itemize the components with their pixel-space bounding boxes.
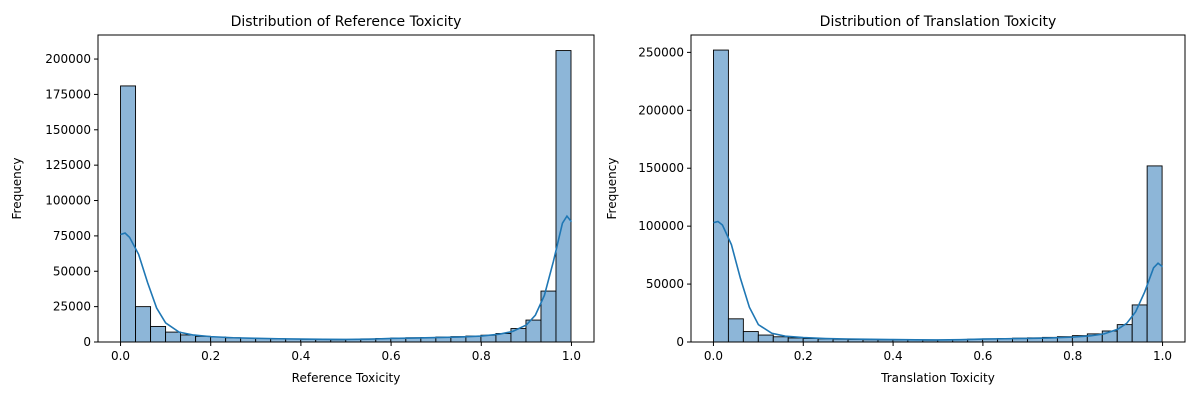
y-tick-label: 200000: [45, 52, 91, 66]
x-tick-label: 0.8: [472, 349, 491, 363]
x-tick-label: 0.2: [794, 349, 813, 363]
histogram-bar: [135, 306, 152, 343]
y-tick-label: 200000: [638, 103, 684, 117]
y-tick-label: 50000: [53, 264, 91, 278]
y-tick-label: 100000: [638, 219, 684, 233]
chart-panel-reference: 0.0 0.2 0.4 0.6 0.8 1.0 0 25000 50000 75000 100000…: [10, 14, 595, 385]
histogram-bar: [727, 318, 744, 343]
chart-title: Distribution of Reference Toxicity: [231, 14, 462, 30]
kde-line: [713, 220, 1164, 341]
histogram-bar: [787, 337, 804, 343]
histogram-bar: [1146, 165, 1163, 343]
histogram-bar: [742, 331, 759, 343]
x-tick-label: 0.8: [1063, 349, 1082, 363]
y-tick-label: 0: [676, 335, 684, 349]
axes-frame: [97, 34, 595, 343]
y-tick-label: 0: [83, 335, 91, 349]
x-axis-label: Translation Toxicity: [880, 371, 995, 385]
y-tick-label: 175000: [45, 87, 91, 101]
histogram-bar: [802, 338, 819, 343]
y-axis-label: Frequency: [605, 158, 619, 220]
x-tick-label: 0.2: [201, 349, 220, 363]
chart-title: Distribution of Translation Toxicity: [820, 14, 1057, 30]
y-tick-label: 50000: [646, 277, 684, 291]
y-tick-label: 250000: [638, 45, 684, 59]
x-tick-label: 1.0: [562, 349, 581, 363]
histogram-bar: [165, 331, 182, 343]
x-tick-label: 0.4: [884, 349, 903, 363]
x-tick-label: 1.0: [1153, 349, 1172, 363]
y-tick-label: 100000: [45, 194, 91, 208]
histogram-bar: [713, 49, 729, 343]
histogram-bar: [180, 334, 197, 343]
y-tick-label: 150000: [45, 123, 91, 137]
x-tick-label: 0.6: [973, 349, 992, 363]
histogram-bar: [150, 325, 167, 343]
x-axis-label: Reference Toxicity: [292, 371, 401, 385]
histogram-bar: [772, 336, 789, 343]
x-tick-label: 0.6: [382, 349, 401, 363]
x-tick-label: 0.0: [111, 349, 130, 363]
chart-panel-translation: 0.0 0.2 0.4 0.6 0.8 1.0 0 50000 100000 150000 2000…: [605, 14, 1186, 385]
x-tick-label: 0.4: [291, 349, 310, 363]
y-axis-label: Frequency: [10, 158, 24, 220]
y-tick-label: 25000: [53, 300, 91, 314]
y-tick-label: 75000: [53, 229, 91, 243]
histogram-bar: [1131, 304, 1148, 343]
y-tick-label: 125000: [45, 158, 91, 172]
y-tick-label: 150000: [638, 161, 684, 175]
histogram-bar: [120, 85, 137, 343]
x-tick-label: 0.0: [704, 349, 723, 363]
kde-line: [120, 214, 573, 341]
histogram-bar: [757, 334, 774, 343]
axes-frame: [690, 34, 1186, 343]
histogram-bar: [555, 50, 572, 343]
